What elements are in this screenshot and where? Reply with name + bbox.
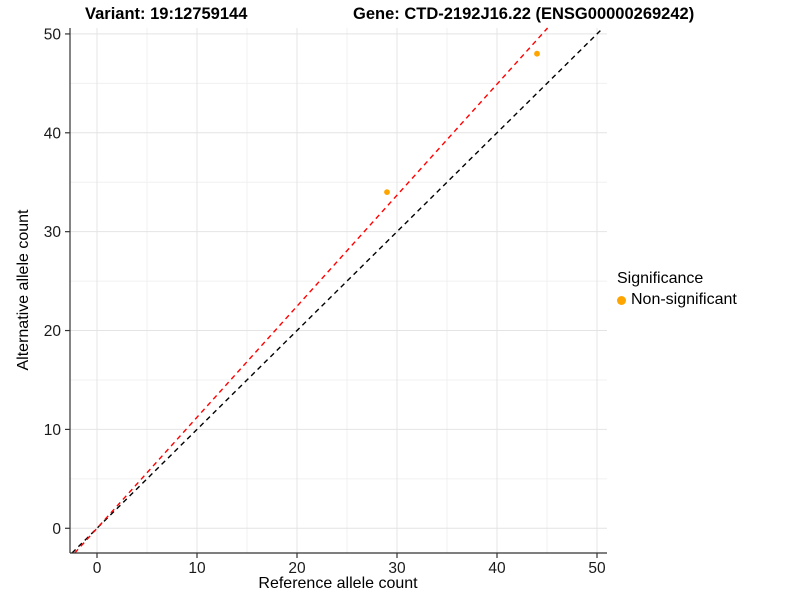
fitted-ratio-line	[74, 27, 549, 554]
x-tick-label: 50	[588, 560, 606, 577]
x-axis-label: Reference allele count	[258, 575, 418, 592]
y-tick-label: 20	[44, 323, 62, 340]
legend-point-swatch	[617, 295, 626, 305]
legend-item-non-significant: Non-significant	[617, 291, 737, 309]
x-tick-label: 20	[288, 560, 306, 577]
y-tick-label: 30	[44, 224, 62, 241]
y-tick-label: 10	[44, 422, 62, 439]
panel-background	[70, 28, 607, 553]
y-tick-label: 50	[44, 26, 62, 43]
identity-line	[71, 27, 604, 554]
legend-title: Significance	[617, 270, 704, 287]
x-tick-label: 40	[488, 560, 506, 577]
data-point	[384, 189, 390, 196]
data-point	[534, 50, 540, 57]
legend: Significance Non-significant	[617, 270, 737, 309]
x-tick-label: 0	[93, 560, 102, 577]
legend-item-label: Non-significant	[631, 291, 737, 308]
y-tick-label: 40	[44, 125, 62, 142]
y-tick-label: 0	[52, 521, 61, 538]
gene-title: Gene: CTD-2192J16.22 (ENSG00000269242)	[353, 5, 695, 23]
x-tick-label: 10	[188, 560, 206, 577]
x-tick-label: 30	[388, 560, 406, 577]
variant-title: Variant: 19:12759144	[85, 5, 248, 23]
y-axis-label: Alternative allele count	[15, 209, 32, 371]
